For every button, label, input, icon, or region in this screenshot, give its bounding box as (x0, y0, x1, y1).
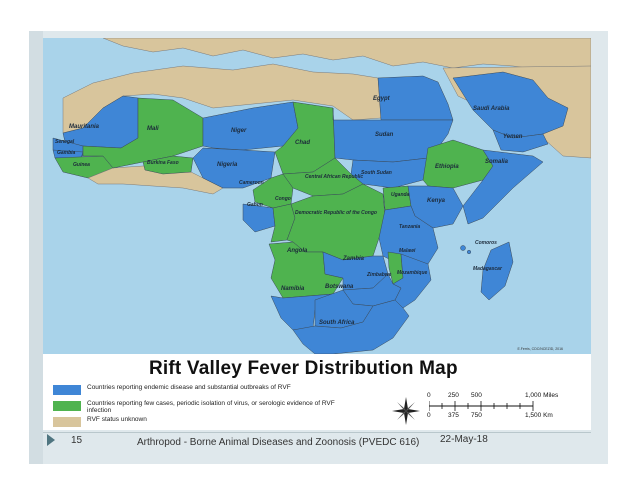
label-senegal: Senegal (55, 139, 75, 145)
legend-swatch-endemic (53, 385, 81, 395)
region-comoros (460, 245, 466, 251)
legend-label-endemic: Countries reporting endemic disease and … (87, 384, 291, 391)
region-burkina-faso (142, 155, 194, 175)
west-africa-coast-unknown (87, 165, 224, 195)
label-tanzania: Tanzania (399, 224, 420, 230)
scale-bar-ruler (429, 401, 534, 411)
slide-number: 15 (71, 435, 83, 446)
label-nigeria: Nigeria (217, 162, 238, 168)
label-south-africa: South Africa (319, 320, 355, 326)
africa-map-svg: Egypt Saudi Arabia Yemen Mauritania Mali… (43, 38, 591, 354)
label-yemen: Yemen (503, 134, 523, 140)
region-madagascar (480, 241, 514, 301)
footer-arrow-icon (47, 434, 55, 446)
label-niger: Niger (231, 128, 247, 134)
label-egypt: Egypt (373, 96, 391, 102)
label-guinea: Guinea (73, 162, 90, 168)
africa-map: Egypt Saudi Arabia Yemen Mauritania Mali… (43, 38, 591, 354)
scale-miles-250: 250 (448, 392, 459, 399)
label-somalia: Somalia (485, 159, 509, 165)
label-zimbabwe: Zimbabwe (366, 272, 392, 278)
region-saudi-arabia (452, 71, 569, 139)
label-mozambique: Mozambique (397, 270, 427, 276)
scale-miles-500: 500 (471, 392, 482, 399)
region-comoros-2 (466, 249, 472, 255)
label-uganda: Uganda (391, 192, 410, 198)
label-south-sudan: South Sudan (361, 170, 392, 176)
legend-panel: Rift Valley Fever Distribution Map Count… (43, 354, 591, 430)
region-nigeria (192, 147, 276, 189)
label-car: Central African Republic (305, 174, 363, 180)
region-somalia (462, 149, 544, 225)
slide-frame-left-band (29, 31, 43, 464)
region-yemen (492, 129, 549, 153)
label-mali: Mali (147, 126, 159, 132)
scale-km-1500: 1,500 Km (525, 412, 553, 419)
footer-date: 22-May-18 (440, 434, 488, 445)
label-gambia: Gambia (57, 150, 76, 156)
scale-km-375: 375 (448, 412, 459, 419)
label-saudi-arabia: Saudi Arabia (473, 106, 510, 112)
legend-label-unknown: RVF status unknown (87, 416, 147, 423)
label-malawi: Malawi (399, 248, 416, 254)
label-chad: Chad (295, 140, 310, 146)
label-drc: Democratic Republic of the Congo (295, 210, 377, 216)
label-botswana: Botswana (325, 284, 354, 290)
label-comoros: Comoros (475, 240, 497, 246)
label-burkina-faso: Burkina Faso (147, 160, 179, 166)
legend-swatch-unknown (53, 417, 81, 427)
scale-bar: 0 250 500 1,000 Miles 0 375 750 1,500 Km (427, 392, 587, 422)
region-tanzania (378, 205, 439, 267)
label-congo: Congo (275, 196, 291, 202)
legend-label-sporadic: Countries reporting few cases, periodic … (87, 400, 335, 414)
label-madagascar: Madagascar (473, 266, 503, 272)
scale-miles-0: 0 (427, 392, 431, 399)
scale-miles-1000: 1,000 Miles (525, 392, 559, 399)
label-mauritania: Mauritania (69, 124, 100, 130)
label-ethiopia: Ethiopia (435, 164, 459, 170)
legend-title: Rift Valley Fever Distribution Map (149, 358, 458, 379)
label-sudan: Sudan (375, 132, 394, 138)
label-zambia: Zambia (342, 256, 365, 262)
compass-rose-icon (392, 397, 420, 425)
legend-swatch-sporadic (53, 401, 81, 411)
label-cameroon: Cameroon (239, 180, 264, 186)
region-gabon (242, 203, 276, 233)
footer-course-title: Arthropod - Borne Animal Diseases and Zo… (137, 437, 420, 448)
label-kenya: Kenya (427, 198, 446, 204)
footer-separator (43, 432, 591, 433)
region-south-africa (292, 299, 410, 354)
map-credit: E.Ferris, CDC/NCEZID, 2016 (517, 347, 563, 351)
label-gabon: Gabon (247, 202, 263, 208)
label-namibia: Namibia (281, 286, 305, 292)
scale-km-750: 750 (471, 412, 482, 419)
label-angola: Angola (286, 248, 308, 254)
scale-km-0: 0 (427, 412, 431, 419)
